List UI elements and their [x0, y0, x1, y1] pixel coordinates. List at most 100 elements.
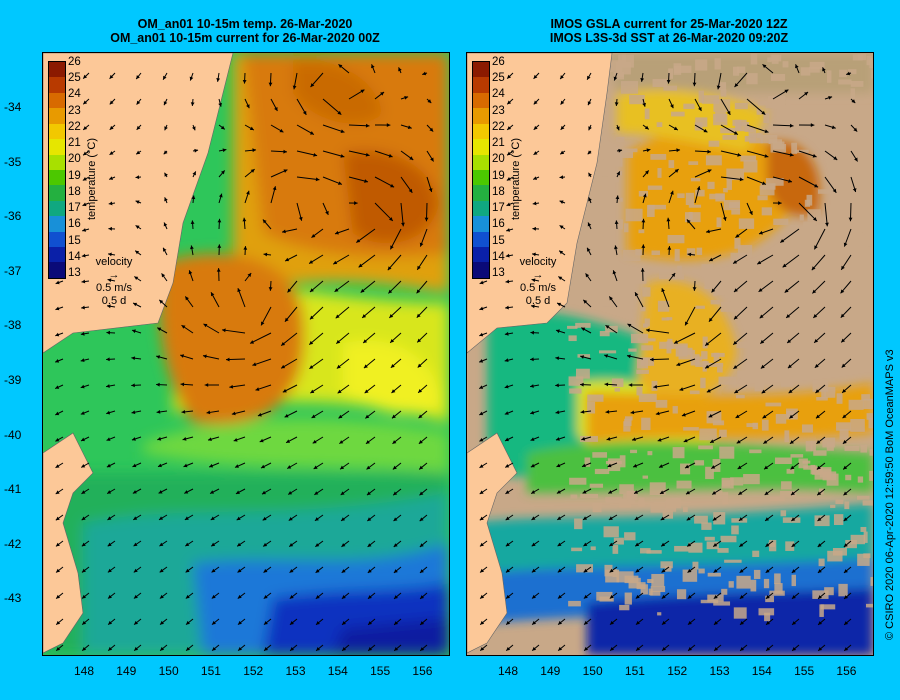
current-vector-head [764, 154, 769, 158]
current-vector-head [163, 75, 167, 80]
current-vector-head [341, 517, 346, 521]
current-vector-head [480, 568, 484, 573]
current-vector-head [107, 568, 112, 573]
cloud-patch [786, 468, 795, 474]
cloud-patch [736, 575, 751, 589]
cloud-patch [664, 565, 672, 572]
cloud-patch [612, 545, 619, 554]
current-vector-head [604, 354, 609, 358]
current-vector-head [733, 288, 738, 292]
current-vector-head [311, 414, 316, 418]
current-vector-head [365, 414, 370, 419]
current-vector-head [558, 620, 563, 625]
current-vector-head [261, 490, 266, 495]
current-vector [322, 98, 342, 116]
cloud-patch [602, 299, 614, 307]
current-vector-head [136, 75, 140, 80]
current-vector-head [842, 388, 847, 393]
current-vector [322, 150, 345, 158]
cloud-patch [829, 335, 845, 344]
colorbar-tick-label: 25 [68, 72, 81, 85]
current-vector-head [581, 327, 586, 332]
cloud-patch [844, 445, 860, 451]
current-vector-head [419, 491, 424, 496]
current-vector-head [642, 193, 647, 198]
current-vector-head [55, 385, 60, 389]
current-vector-head [82, 202, 87, 207]
current-vector-head [342, 621, 346, 625]
colorbar-tick-label: 13 [68, 267, 81, 280]
current-vector [824, 202, 828, 227]
model-temperature-map [43, 53, 449, 655]
current-vector-head [250, 169, 255, 173]
current-vector-head [287, 465, 292, 469]
cloud-patch [738, 218, 755, 229]
cloud-patch [650, 590, 661, 596]
current-vector-head [734, 389, 739, 394]
right-map-panel[interactable] [466, 52, 874, 656]
cloud-patch [726, 168, 745, 181]
current-vector-head [584, 646, 589, 651]
current-vector-head [182, 436, 187, 441]
colorbar-swatch [49, 154, 65, 170]
current-vector-head [55, 464, 60, 468]
cloud-patch [698, 568, 705, 574]
current-vector-head [557, 568, 562, 573]
cloud-patch [751, 277, 767, 288]
cloud-patch [865, 152, 871, 156]
current-vector-head [159, 542, 164, 547]
current-vector [249, 332, 272, 344]
current-vector-head [712, 516, 717, 521]
left-title-line-1: OM_an01 10-15m temp. 26-Mar-2020 [137, 17, 353, 31]
longitude-tick: 154 [327, 664, 348, 678]
current-vector-head [190, 220, 195, 225]
current-vector-head [334, 230, 339, 235]
current-vector-head [710, 439, 715, 443]
current-vector-head [733, 365, 738, 369]
current-vector-head [261, 321, 265, 326]
current-vector-head [711, 465, 716, 469]
current-vector-head [133, 594, 138, 599]
cloud-patch [757, 195, 768, 201]
cloud-patch [813, 450, 827, 456]
current-vector-head [557, 542, 562, 547]
current-vector-head [657, 437, 662, 442]
current-vector-head [217, 218, 222, 223]
current-vector [813, 228, 826, 250]
current-vector-head [641, 244, 646, 248]
credit-text: © CSIRO 2020 06-Apr-2020 12:59:50 BoM Oc… [884, 349, 896, 640]
current-vector-head [761, 181, 766, 185]
cloud-patch [799, 214, 804, 221]
cloud-patch [755, 294, 766, 307]
latitude-tick: -37 [4, 263, 22, 278]
cloud-patch [642, 323, 648, 328]
cloud-patch [728, 202, 740, 208]
current-vector-head [135, 250, 140, 255]
current-vector-head [156, 382, 160, 387]
current-vector-head [740, 621, 744, 625]
cloud-patch [702, 336, 708, 349]
current-vector-head [336, 339, 341, 344]
current-vector-head [310, 389, 315, 394]
current-vector-head [713, 542, 718, 547]
current-vector-head [683, 438, 688, 443]
current-vector-head [259, 438, 264, 443]
current-vector-head [843, 543, 848, 547]
current-vector-head [583, 299, 588, 304]
current-vector-head [106, 463, 111, 468]
cloud-patch [723, 188, 728, 193]
cloud-patch [640, 584, 648, 595]
current-vector-head [818, 647, 823, 651]
cloud-patch [592, 452, 608, 458]
cloud-patch [636, 369, 649, 374]
current-vector-head [56, 594, 61, 599]
current-vector-head [419, 242, 424, 247]
left-map-panel[interactable] [42, 52, 450, 656]
current-vector-head [559, 175, 564, 180]
current-vector-head [281, 364, 286, 369]
cloud-patch [756, 132, 761, 138]
current-vector-head [739, 543, 744, 547]
current-vector-head [56, 620, 61, 625]
latitude-tick: -36 [4, 209, 22, 224]
cloud-patch [614, 387, 621, 392]
